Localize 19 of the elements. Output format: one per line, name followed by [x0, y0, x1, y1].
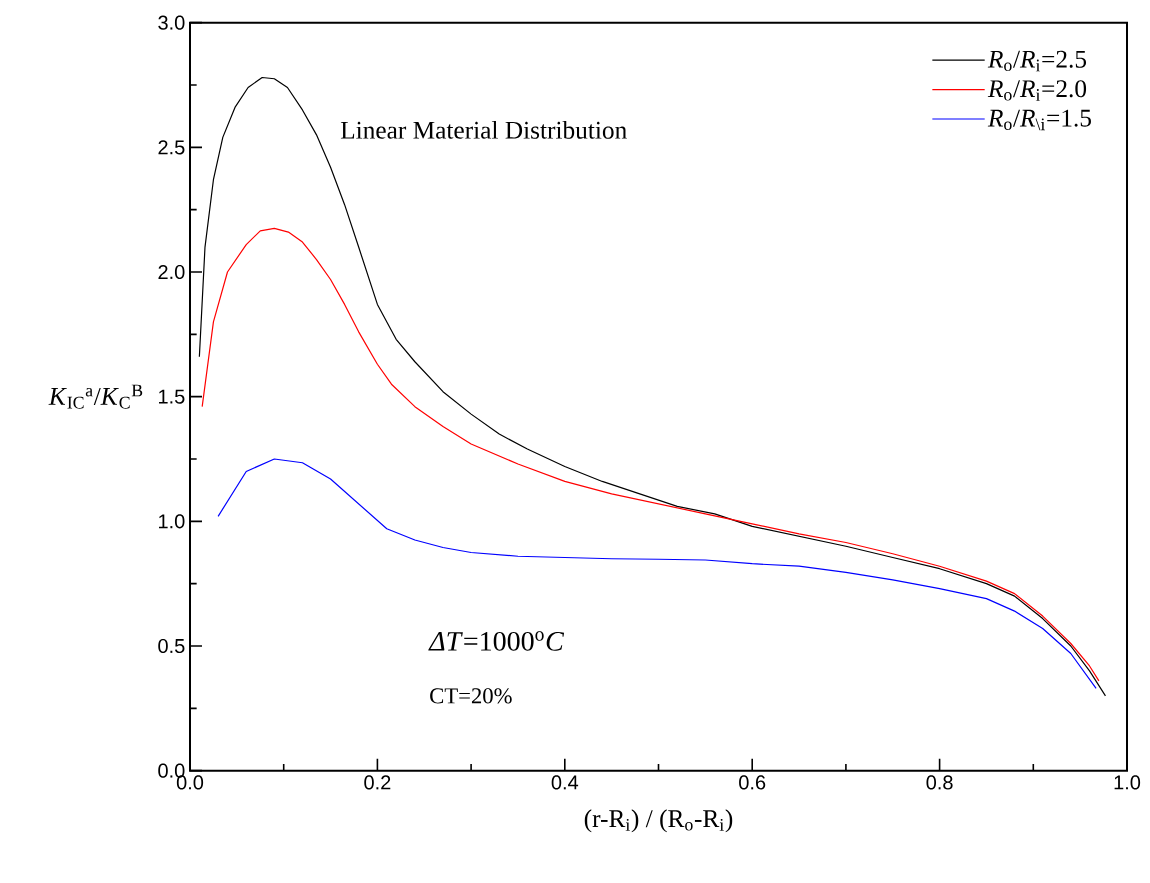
y-axis-title: K$_{IC}$$^{a}$/K$_{C}$B	[48, 384, 143, 409]
annotation: ΔT=1000$^{o}$C	[428, 631, 565, 651]
x-tick-label: 0.8	[926, 775, 953, 790]
y-tick-label: 3.0	[158, 15, 185, 30]
y-tick-label: 1.0	[159, 514, 185, 529]
annotation: Linear Material Distribution	[340, 120, 627, 139]
y-tick-label: 1.5	[159, 389, 185, 404]
x-tick-label: 0.6	[739, 775, 766, 790]
y-tick-label: 2.5	[158, 140, 185, 155]
x-tick-label: 1.0	[1114, 775, 1141, 790]
x-tick-label: 0.2	[364, 775, 391, 790]
x-axis-title: (r-R$_{i}$) / (R$_{o}$-R$_{i}$)	[584, 809, 733, 833]
legend-label: R$_{o}$/R$_{i}$=2.0	[987, 80, 1087, 101]
y-tick-label: 0.5	[158, 638, 185, 654]
legend-label: R$_{o}$/R$_{i}$=2.5	[987, 50, 1087, 72]
legend-label: R$_{o}$/R$_{\i}$=1.5	[987, 109, 1091, 131]
x-tick-label: 0.4	[551, 775, 579, 790]
annotation: CT=20%	[430, 688, 512, 704]
y-tick-label: 2.0	[158, 264, 185, 280]
